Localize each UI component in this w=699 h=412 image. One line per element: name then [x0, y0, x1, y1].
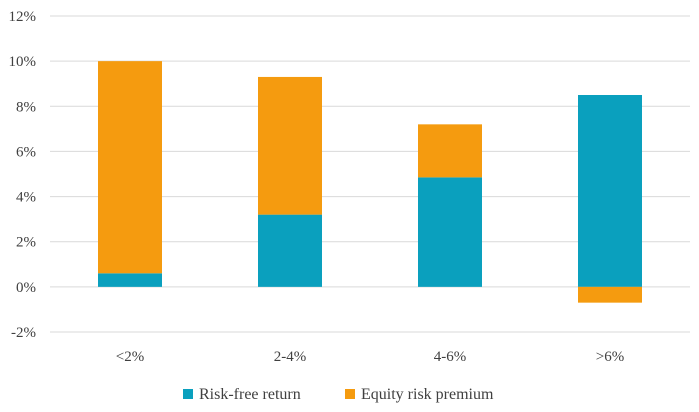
- bars: [98, 61, 642, 303]
- y-tick-label: 6%: [16, 144, 36, 160]
- y-tick-label: 0%: [16, 280, 36, 296]
- bar-risk-free-return-2: [418, 177, 482, 287]
- x-tick-label: 4-6%: [434, 349, 467, 365]
- y-tick-label: 8%: [16, 99, 36, 115]
- bar-equity-risk-premium-3: [578, 286, 642, 303]
- y-tick-label: 2%: [16, 235, 36, 251]
- bar-equity-risk-premium-0: [98, 61, 162, 274]
- bar-risk-free-return-0: [98, 273, 162, 287]
- y-tick-label: 12%: [9, 9, 37, 25]
- x-tick-label: >6%: [596, 349, 624, 365]
- x-tick-label: 2-4%: [274, 349, 307, 365]
- legend-swatch-1: [345, 389, 355, 399]
- bar-risk-free-return-1: [258, 214, 322, 287]
- legend: Risk-free return Equity risk premium: [183, 386, 494, 403]
- bar-risk-free-return-3: [578, 95, 642, 287]
- bar-equity-risk-premium-2: [418, 124, 482, 178]
- x-tick-label: <2%: [116, 349, 144, 365]
- y-axis-tick-labels: -2% 0% 2% 4% 6% 8% 10% 12%: [9, 9, 37, 341]
- y-tick-label: 4%: [16, 190, 36, 206]
- legend-label-0: Risk-free return: [199, 386, 301, 403]
- bar-equity-risk-premium-1: [258, 76, 322, 215]
- legend-label-1: Equity risk premium: [361, 386, 494, 403]
- legend-swatch-0: [183, 389, 193, 399]
- y-tick-label: 10%: [9, 54, 37, 70]
- x-axis-tick-labels: <2% 2-4% 4-6% >6%: [116, 349, 624, 365]
- y-tick-label: -2%: [11, 325, 36, 341]
